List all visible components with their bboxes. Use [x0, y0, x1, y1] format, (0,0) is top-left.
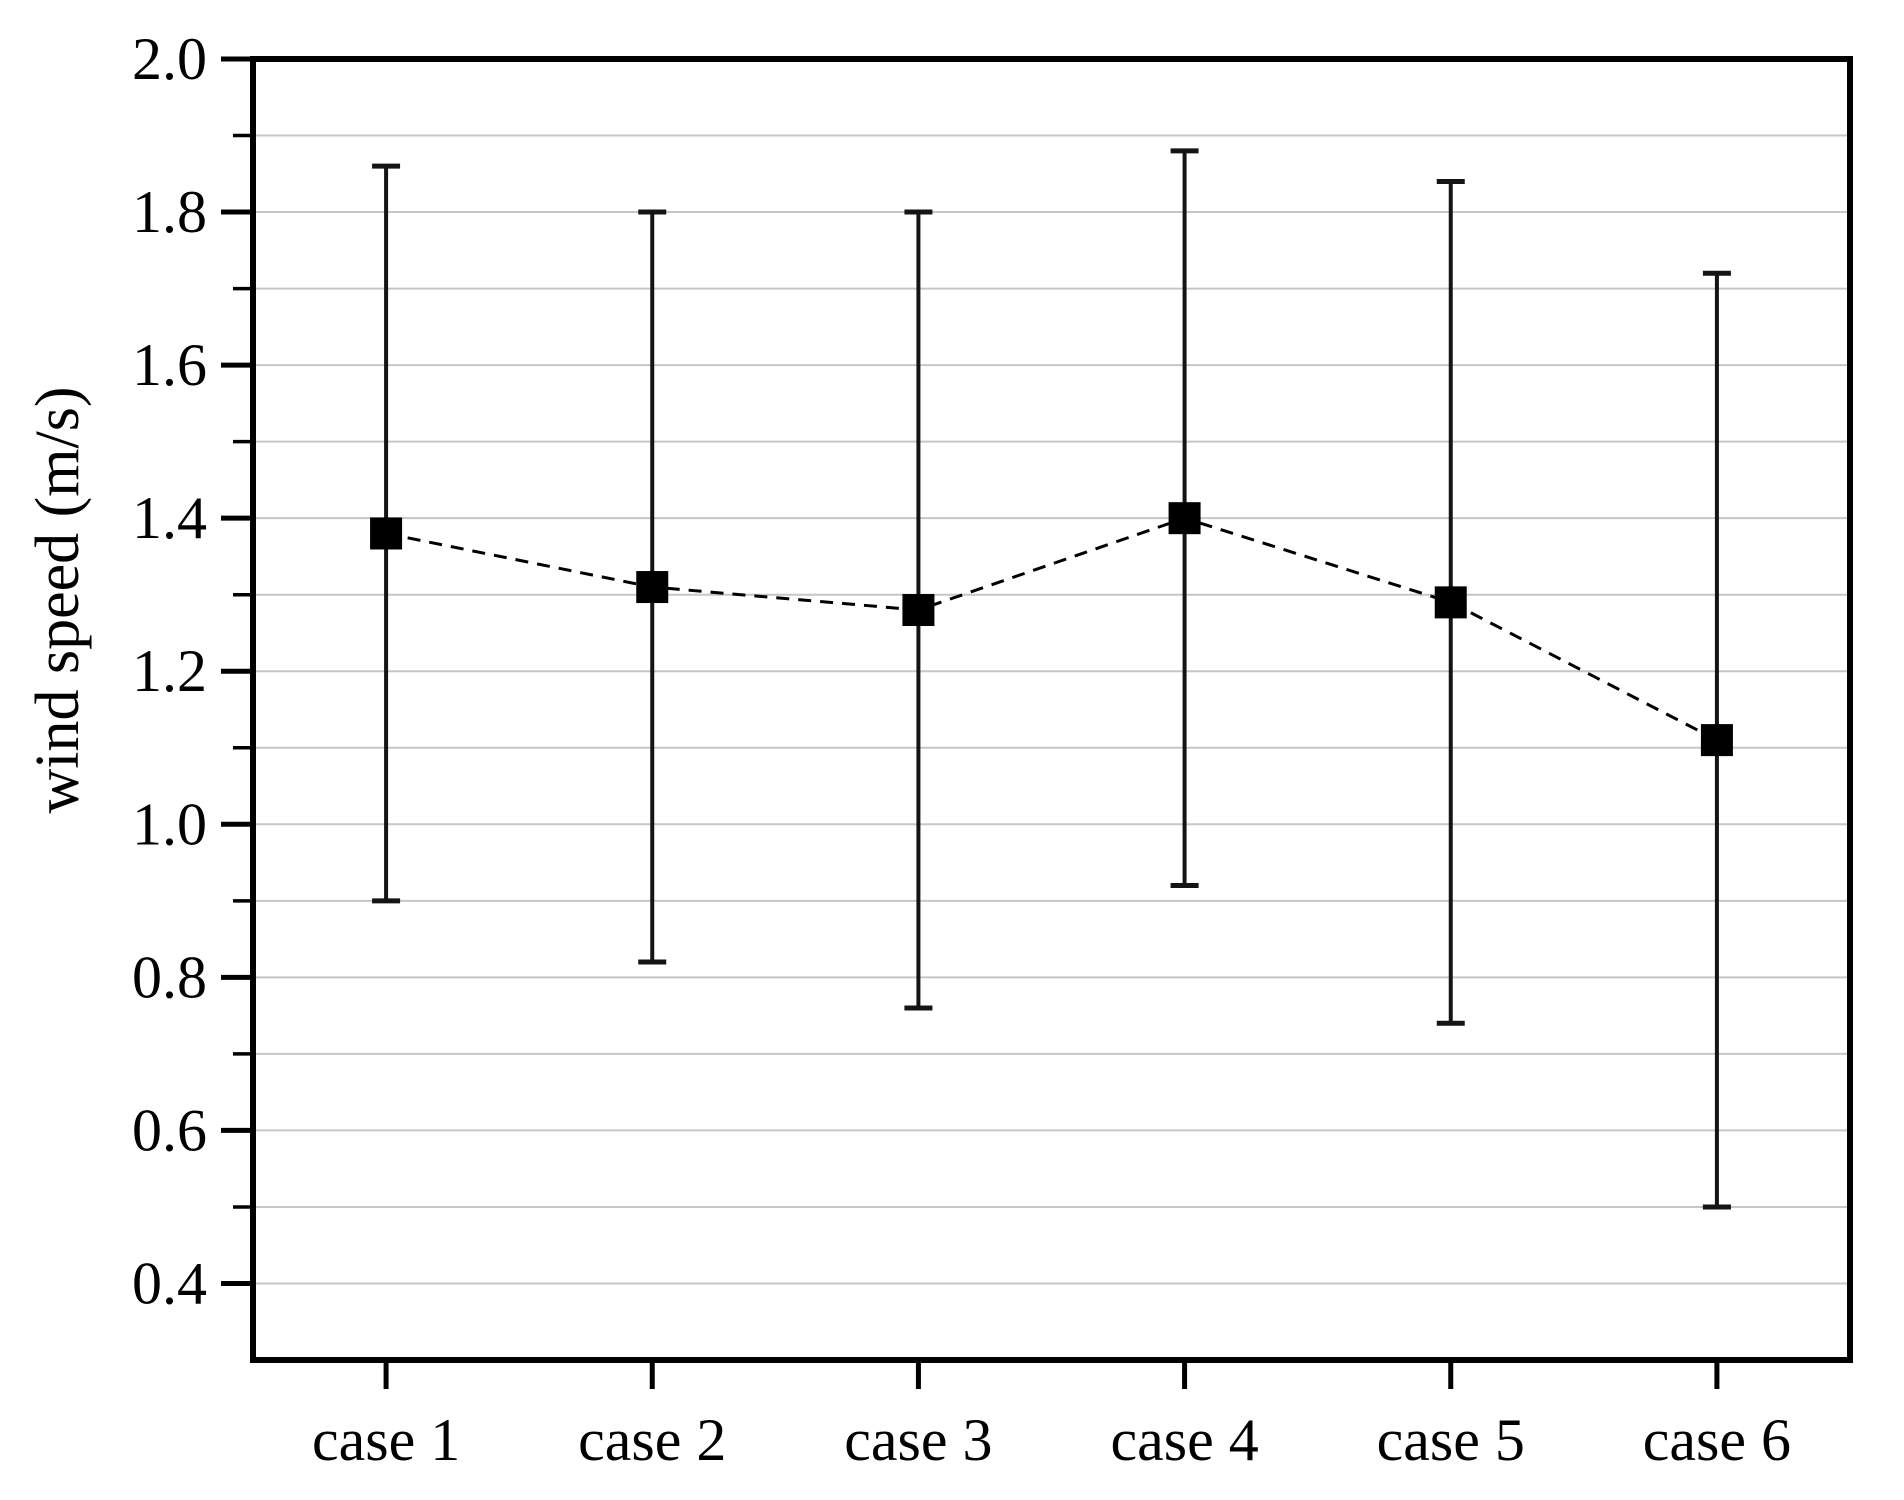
- y-tick-label: 1.2: [132, 638, 207, 704]
- y-tick-label: 1.6: [132, 332, 207, 398]
- data-marker-6: [1700, 724, 1733, 757]
- y-tick-label: 0.4: [132, 1250, 207, 1316]
- plot-border: [250, 56, 1853, 1363]
- series-line: [385, 516, 1718, 742]
- y-axis-title: wind speed (m/s): [24, 386, 92, 813]
- x-tick-label: case 5: [1377, 1407, 1525, 1473]
- data-marker-1: [370, 517, 403, 550]
- y-tick-label: 1.0: [132, 791, 207, 857]
- data-marker-4: [1168, 502, 1201, 535]
- y-tick-label: 0.6: [132, 1097, 207, 1163]
- y-tick-label: 1.4: [132, 485, 207, 551]
- y-tick-label: 0.8: [132, 944, 207, 1010]
- data-marker-5: [1434, 586, 1467, 619]
- y-tick-label: 1.8: [132, 179, 207, 245]
- x-tick-label: case 6: [1643, 1407, 1791, 1473]
- data-marker-2: [636, 571, 669, 604]
- x-tick-label: case 1: [312, 1407, 460, 1473]
- x-tick-label: case 4: [1110, 1407, 1258, 1473]
- x-tick-label: case 2: [578, 1407, 726, 1473]
- x-tick-label: case 3: [844, 1407, 992, 1473]
- data-marker-3: [902, 594, 935, 627]
- y-tick-label: 2.0: [132, 26, 207, 92]
